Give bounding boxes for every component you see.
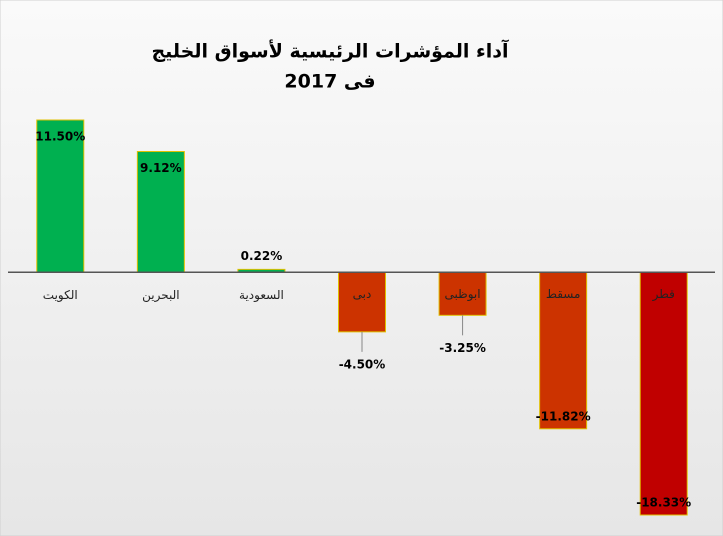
chart-subtitle: فى 2017: [284, 71, 375, 93]
bar: [36, 119, 85, 273]
x-tick-label: دبى: [353, 287, 372, 301]
x-tick-label: قطر: [652, 287, 675, 302]
bar: [639, 271, 688, 516]
x-tick-label: ابوظبى: [445, 287, 481, 302]
x-tick-label: الكويت: [43, 288, 78, 303]
x-tick-label: مسقط: [546, 287, 581, 301]
value-label: 11.50%: [35, 130, 85, 144]
x-tick-label: السعودية: [239, 288, 284, 303]
value-label: -4.50%: [339, 357, 386, 371]
bar: [338, 271, 386, 333]
bar: [539, 271, 588, 430]
value-label: 0.22%: [241, 249, 283, 263]
x-tick-label: البحرين: [142, 288, 179, 303]
bar: [136, 151, 185, 273]
value-label: -3.25%: [439, 341, 486, 355]
chart-title: آداء المؤشرات الرئيسية لأسواق الخليج: [151, 39, 509, 63]
value-label: 9.12%: [140, 161, 182, 175]
value-label: -18.33%: [636, 496, 691, 510]
value-label: -11.82%: [536, 409, 591, 423]
